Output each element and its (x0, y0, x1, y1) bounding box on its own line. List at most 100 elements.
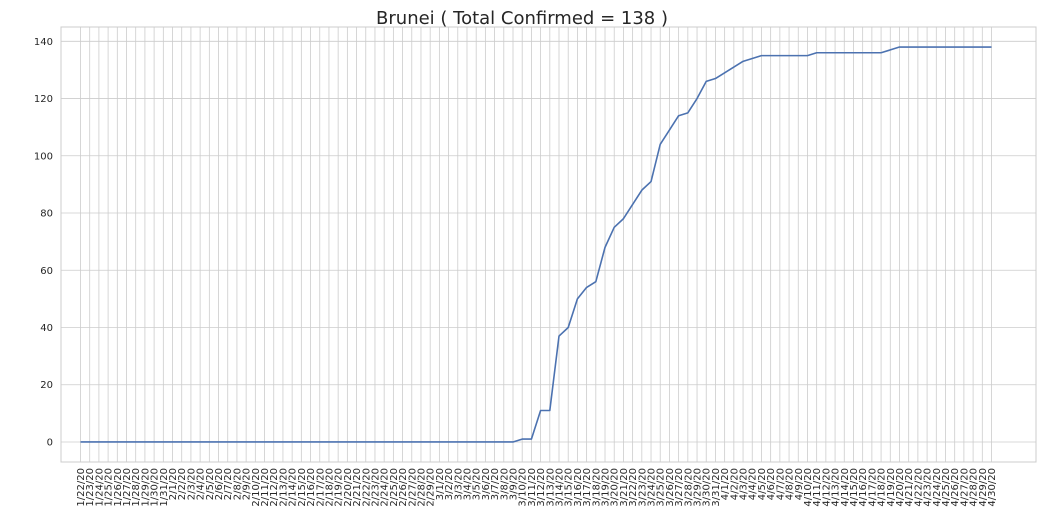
x-tick-label: 2/26/20 (398, 468, 409, 507)
x-tick-label: 2/20/20 (343, 468, 354, 507)
x-tick-label: 3/27/20 (674, 468, 685, 507)
x-tick-label: 4/18/20 (877, 468, 888, 507)
x-tick-label: 3/17/20 (582, 468, 593, 507)
x-tick-label: 3/5/20 (472, 468, 483, 500)
y-tick-label: 140 (34, 37, 53, 48)
x-tick-label: 3/9/20 (508, 468, 519, 500)
x-tick-label: 2/17/20 (315, 468, 326, 507)
x-tick-label: 4/14/20 (840, 468, 851, 507)
x-tick-label: 4/8/20 (785, 468, 796, 500)
x-tick-label: 4/28/20 (969, 468, 980, 507)
y-tick-label: 0 (47, 437, 53, 448)
x-tick-label: 4/21/20 (904, 468, 915, 507)
x-tick-label: 4/23/20 (923, 468, 934, 507)
x-tick-label: 3/7/20 (490, 468, 501, 500)
x-tick-label: 3/11/20 (527, 468, 538, 507)
x-tick-label: 4/2/20 (729, 468, 740, 500)
x-tick-label: 1/24/20 (94, 468, 105, 507)
x-tick-label: 2/11/20 (260, 468, 271, 507)
x-tick-label: 4/22/20 (913, 468, 924, 507)
x-tick-label: 4/12/20 (821, 468, 832, 507)
x-tick-label: 1/29/20 (140, 468, 151, 507)
x-tick-label: 4/11/20 (812, 468, 823, 507)
x-tick-label: 3/31/20 (711, 468, 722, 507)
x-tick-label: 2/29/20 (426, 468, 437, 507)
x-tick-label: 4/29/20 (978, 468, 989, 507)
x-tick-label: 4/26/20 (950, 468, 961, 507)
x-tick-label: 2/12/20 (269, 468, 280, 507)
x-tick-label: 1/23/20 (85, 468, 96, 507)
y-tick-label: 20 (40, 380, 53, 391)
x-tick-label: 3/22/20 (628, 468, 639, 507)
series-layer (80, 46, 992, 443)
x-tick-label: 3/10/20 (518, 468, 529, 507)
x-tick-label: 2/23/20 (370, 468, 381, 507)
x-tick-label: 3/23/20 (637, 468, 648, 507)
x-tick-label: 4/30/20 (987, 468, 998, 507)
y-axis-ticks: 0 20 40 60 80 100 120 140 (34, 37, 53, 449)
x-tick-label: 3/21/20 (619, 468, 630, 507)
x-tick-label: 2/8/20 (232, 468, 243, 500)
y-tick-label: 100 (34, 151, 53, 162)
x-tick-label: 3/24/20 (647, 468, 658, 507)
x-tick-label: 2/25/20 (389, 468, 400, 507)
x-tick-label: 2/16/20 (306, 468, 317, 507)
x-tick-label: 3/18/20 (591, 468, 602, 507)
x-tick-label: 4/20/20 (895, 468, 906, 507)
x-tick-label: 2/18/20 (324, 468, 335, 507)
x-tick-label: 4/16/20 (858, 468, 869, 507)
x-tick-label: 3/30/20 (702, 468, 713, 507)
x-tick-label: 4/4/20 (748, 468, 759, 500)
x-tick-label: 3/13/20 (545, 468, 556, 507)
x-tick-label: 1/25/20 (104, 468, 115, 507)
x-tick-label: 2/2/20 (177, 468, 188, 500)
y-tick-label: 80 (40, 209, 53, 220)
x-tick-label: 4/27/20 (959, 468, 970, 507)
x-tick-label: 3/2/20 (444, 468, 455, 500)
x-tick-label: 2/9/20 (242, 468, 253, 500)
x-tick-label: 2/28/20 (416, 468, 427, 507)
series-line (80, 46, 992, 443)
grid-lines (61, 27, 1036, 462)
x-tick-label: 2/22/20 (361, 468, 372, 507)
x-tick-label: 4/1/20 (720, 468, 731, 500)
x-tick-label: 4/5/20 (757, 468, 768, 500)
x-tick-label: 4/19/20 (886, 468, 897, 507)
x-tick-label: 4/7/20 (775, 468, 786, 500)
x-tick-label: 2/21/20 (352, 468, 363, 507)
x-tick-label: 2/10/20 (251, 468, 262, 507)
x-tick-label: 2/14/20 (288, 468, 299, 507)
x-tick-label: 4/24/20 (932, 468, 943, 507)
x-tick-label: 2/5/20 (205, 468, 216, 500)
chart-title: Brunei ( Total Confirmed = 138 ) (376, 8, 668, 29)
x-tick-label: 4/13/20 (831, 468, 842, 507)
y-tick-label: 40 (40, 323, 53, 334)
x-tick-label: 3/15/20 (564, 468, 575, 507)
x-tick-label: 2/7/20 (223, 468, 234, 500)
x-tick-label: 3/14/20 (555, 468, 566, 507)
x-tick-label: 2/3/20 (186, 468, 197, 500)
y-tick-label: 60 (40, 266, 53, 277)
x-tick-label: 3/29/20 (693, 468, 704, 507)
plot-frame (60, 26, 1037, 463)
x-tick-label: 4/10/20 (803, 468, 814, 507)
x-tick-label: 2/4/20 (196, 468, 207, 500)
x-tick-label: 3/3/20 (453, 468, 464, 500)
x-tick-label: 2/1/20 (168, 468, 179, 500)
x-tick-label: 1/27/20 (122, 468, 133, 507)
x-tick-label: 2/6/20 (214, 468, 225, 500)
x-tick-label: 3/16/20 (573, 468, 584, 507)
x-tick-label: 4/3/20 (739, 468, 750, 500)
x-tick-label: 2/13/20 (278, 468, 289, 507)
x-tick-label: 3/6/20 (481, 468, 492, 500)
x-tick-label: 3/12/20 (536, 468, 547, 507)
x-tick-label: 1/28/20 (131, 468, 142, 507)
x-tick-label: 3/26/20 (665, 468, 676, 507)
x-tick-label: 2/27/20 (407, 468, 418, 507)
x-tick-label: 1/22/20 (76, 468, 87, 507)
x-tick-label: 1/30/20 (150, 468, 161, 507)
x-axis-ticks: 1/22/201/23/201/24/201/25/201/26/201/27/… (76, 468, 998, 507)
x-tick-label: 4/17/20 (867, 468, 878, 507)
x-tick-label: 2/24/20 (380, 468, 391, 507)
